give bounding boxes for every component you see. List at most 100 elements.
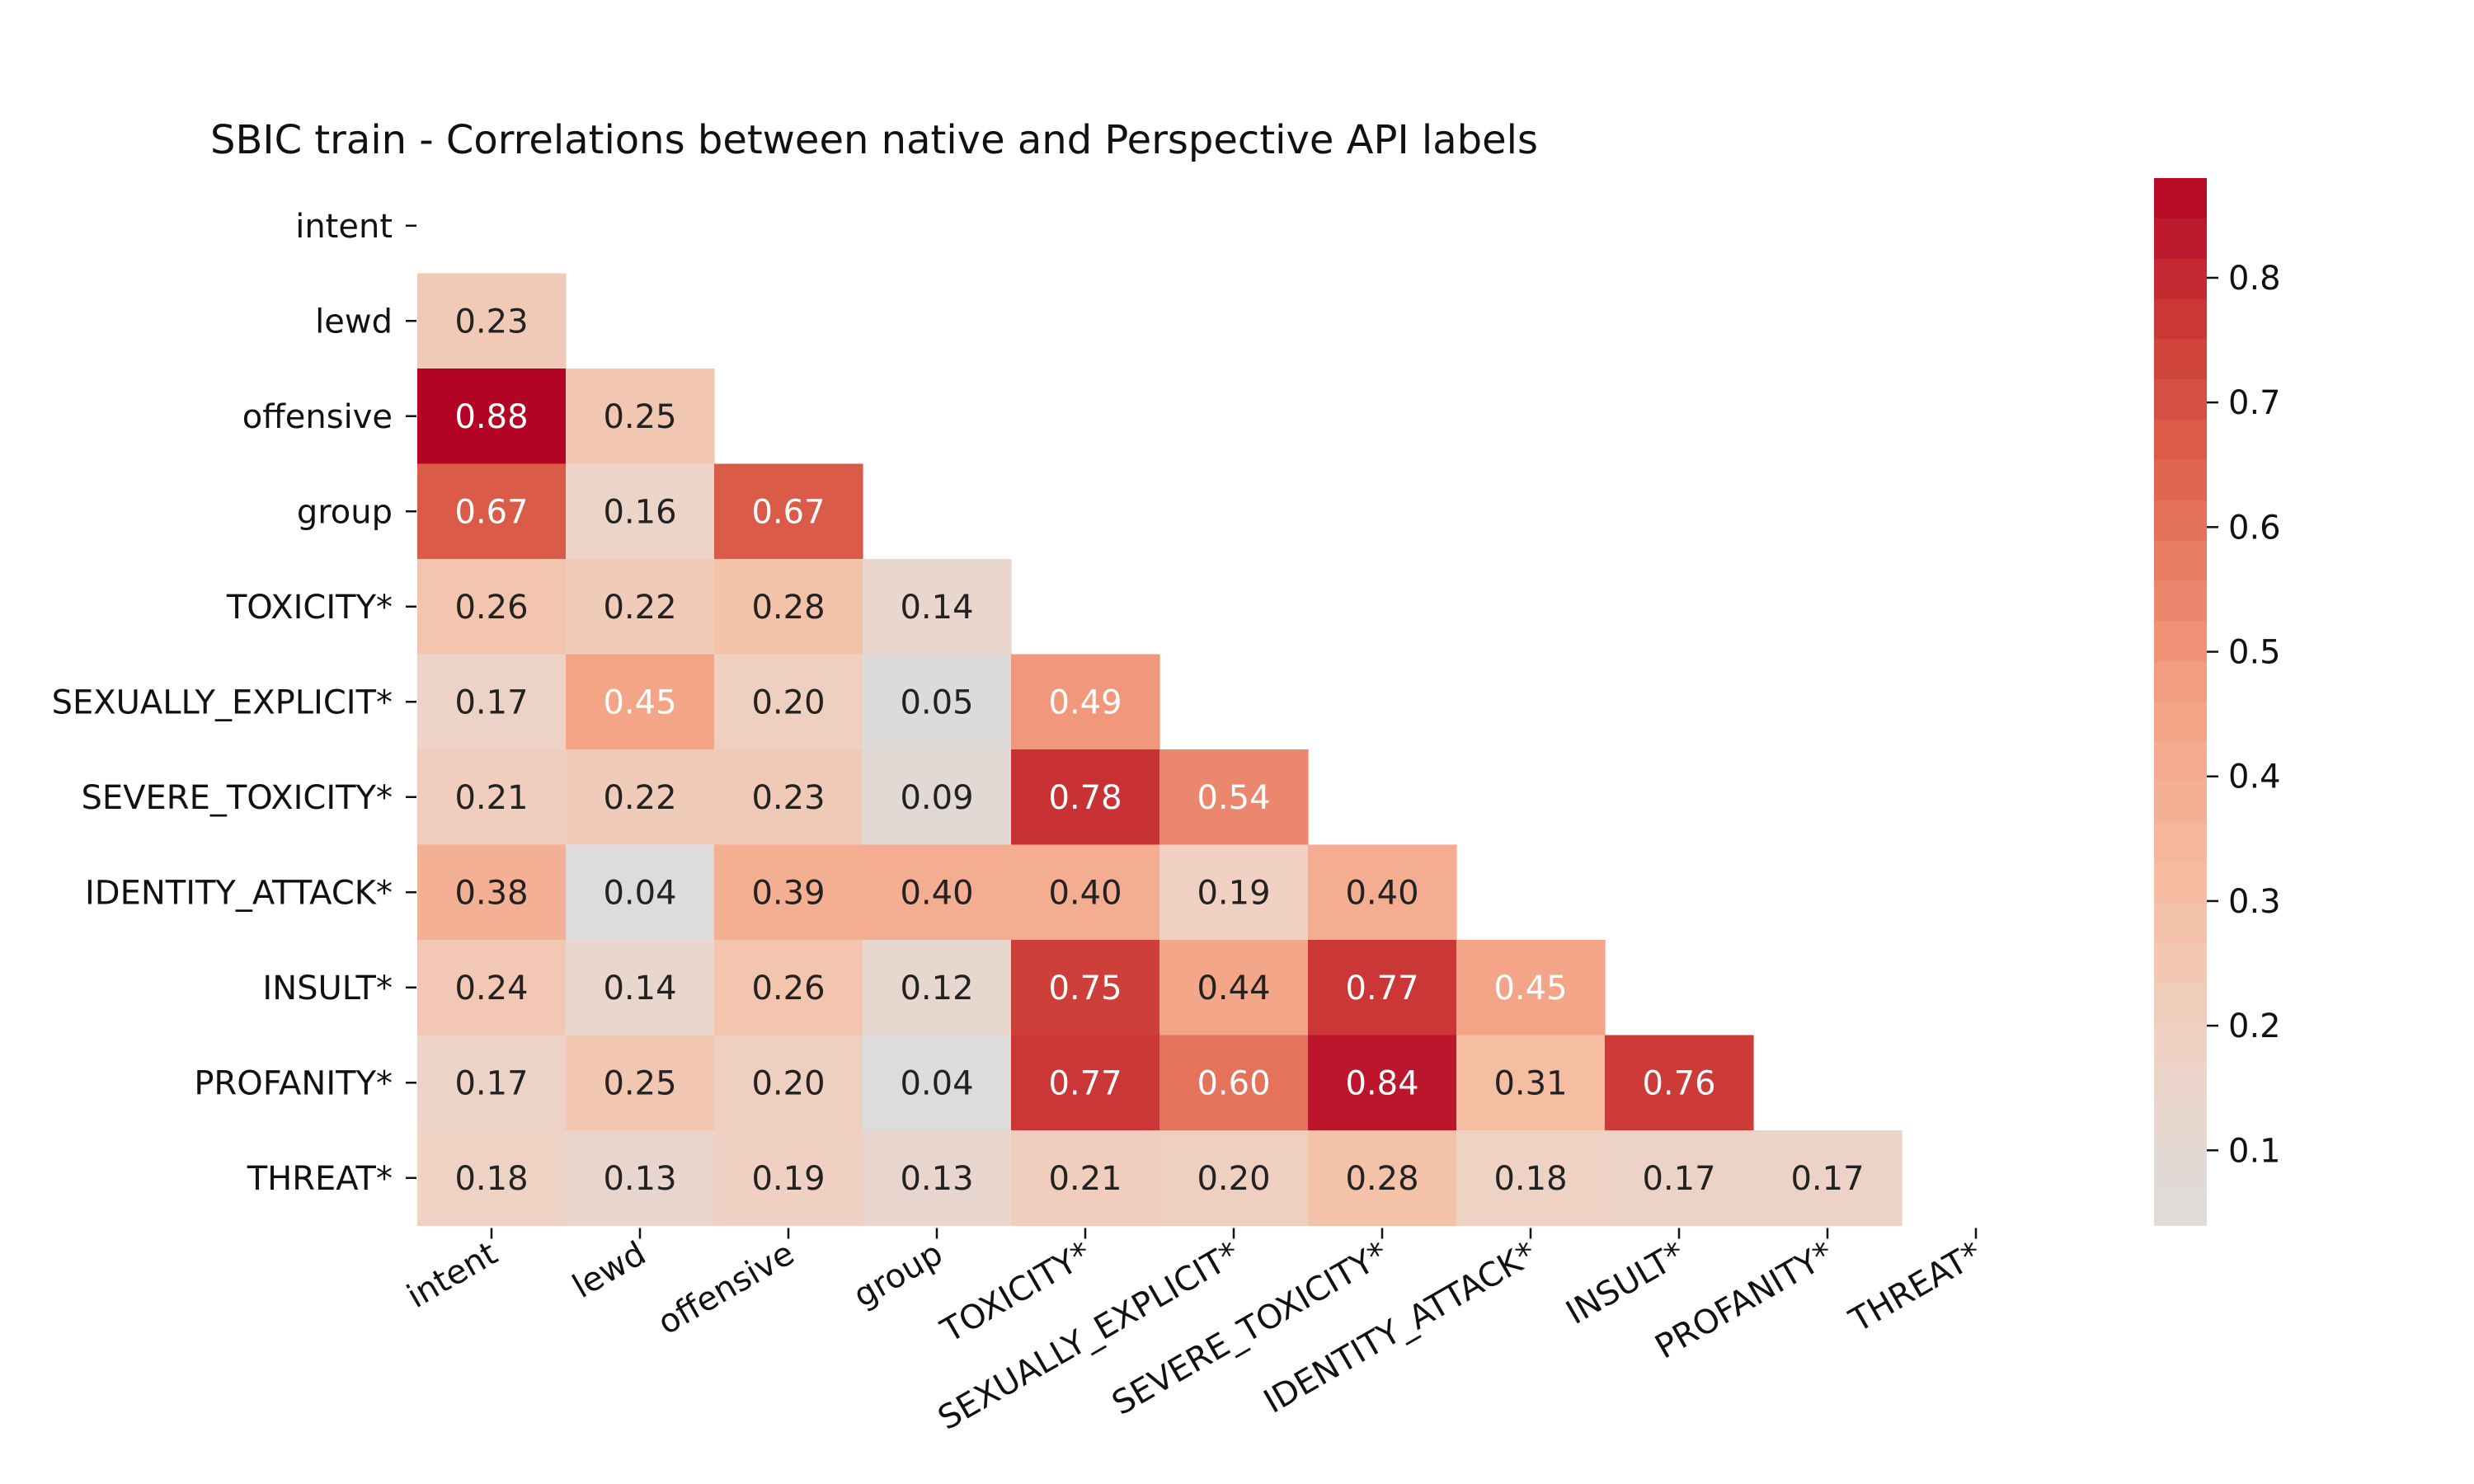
heatmap-cell-value: 0.45: [1493, 970, 1567, 1007]
heatmap-cell-identity-attack-sexually-explicit: [1159, 844, 1309, 941]
y-tick-label-profanity: PROFANITY*: [194, 1064, 393, 1102]
heatmap-cell-value: 0.23: [454, 303, 528, 340]
heatmap-cell-value: 0.26: [454, 589, 528, 627]
heatmap-cell-value: 0.25: [603, 1064, 676, 1102]
heatmap-cell-offensive-intent: [417, 369, 567, 465]
heatmap-cell-insult-group: [863, 940, 1012, 1036]
heatmap-cell-group-lewd: [566, 463, 715, 560]
heatmap-cell-value: 0.45: [603, 683, 676, 721]
heatmap-cell-toxicity-group: [863, 559, 1012, 655]
heatmap-cell-value: 0.40: [1345, 874, 1418, 912]
heatmap-cell-value: 0.14: [900, 589, 973, 627]
heatmap-cell-value: 0.78: [1048, 779, 1122, 817]
heatmap-cell-threat-group: [863, 1130, 1012, 1227]
colorbar-band: [2154, 1185, 2207, 1226]
heatmap-cell-threat-intent: [417, 1130, 567, 1227]
heatmap-cell-value: 0.13: [603, 1160, 676, 1198]
y-tick-label-sexually-explicit: SEXUALLY_EXPLICIT*: [52, 683, 393, 721]
colorbar-band: [2154, 782, 2207, 824]
heatmap-cell-value: 0.28: [751, 589, 825, 627]
heatmap-cell-severe-toxicity-group: [863, 749, 1012, 846]
heatmap-cell-value: 0.23: [751, 779, 825, 817]
heatmap-cell-value: 0.20: [1197, 1160, 1270, 1198]
colorbar-band: [2154, 621, 2207, 662]
colorbar-band: [2154, 983, 2207, 1025]
chart-title: SBIC train - Correlations between native…: [210, 117, 1538, 163]
heatmap-cell-identity-attack-group: [863, 844, 1012, 941]
heatmap-cell-threat-severe-toxicity: [1308, 1130, 1457, 1227]
heatmap-cell-profanity-toxicity: [1011, 1035, 1160, 1131]
colorbar-tick-label: 0.2: [2228, 1007, 2281, 1045]
y-tick-label-threat: THREAT*: [247, 1160, 393, 1198]
heatmap-cell-value: 0.09: [900, 779, 973, 817]
colorbar-tick-label: 0.6: [2228, 509, 2281, 547]
heatmap-cell-value: 0.76: [1642, 1064, 1715, 1102]
y-tick-label-offensive: offensive: [242, 398, 393, 436]
heatmap-cell-severe-toxicity-intent: [417, 749, 567, 846]
colorbar-band: [2154, 459, 2207, 501]
y-tick-label-insult: INSULT*: [262, 970, 393, 1007]
colorbar-band: [2154, 702, 2207, 743]
heatmap-cell-threat-offensive: [714, 1130, 863, 1227]
heatmap-cell-value: 0.75: [1048, 970, 1122, 1007]
heatmap-cell-value: 0.24: [454, 970, 528, 1007]
heatmap-cell-value: 0.17: [1790, 1160, 1864, 1198]
heatmap-cell-value: 0.49: [1048, 683, 1122, 721]
heatmap-cell-value: 0.40: [1048, 874, 1122, 912]
colorbar-band: [2154, 298, 2207, 340]
colorbar-band: [2154, 379, 2207, 420]
heatmap-cell-value: 0.40: [900, 874, 973, 912]
heatmap-cell-value: 0.20: [751, 683, 825, 721]
heatmap-cell-severe-toxicity-offensive: [714, 749, 863, 846]
heatmap-cell-value: 0.38: [454, 874, 528, 912]
heatmap-cell-value: 0.04: [603, 874, 676, 912]
colorbar-band: [2154, 500, 2207, 542]
heatmap-cell-insult-offensive: [714, 940, 863, 1036]
heatmap-cell-severe-toxicity-sexually-explicit: [1159, 749, 1309, 846]
colorbar-band: [2154, 1023, 2207, 1065]
heatmap-cell-value: 0.39: [751, 874, 825, 912]
colorbar-tick-label: 0.3: [2228, 883, 2281, 921]
heatmap-cell-value: 0.14: [603, 970, 676, 1007]
x-tick-label-threat: THREAT*: [1842, 1234, 1988, 1340]
heatmap-cell-insult-intent: [417, 940, 567, 1036]
heatmap-cell-threat-lewd: [566, 1130, 715, 1227]
heatmap-cell-insult-sexually-explicit: [1159, 940, 1309, 1036]
heatmap-cell-value: 0.18: [1493, 1160, 1567, 1198]
heatmap-cell-value: 0.17: [1642, 1160, 1715, 1198]
heatmap-cell-value: 0.28: [1345, 1160, 1418, 1198]
heatmap-cell-value: 0.77: [1048, 1064, 1122, 1102]
heatmap-cell-value: 0.21: [1048, 1160, 1122, 1198]
colorbar-band: [2154, 1064, 2207, 1106]
colorbar-band: [2154, 943, 2207, 984]
heatmap-cell-value: 0.20: [751, 1064, 825, 1102]
heatmap-cell-sexually-explicit-toxicity: [1011, 654, 1160, 750]
heatmap-cell-value: 0.26: [751, 970, 825, 1007]
heatmap-cell-value: 0.18: [454, 1160, 528, 1198]
heatmap-cell-profanity-intent: [417, 1035, 567, 1131]
heatmap-cell-value: 0.05: [900, 683, 973, 721]
heatmap-cell-profanity-severe-toxicity: [1308, 1035, 1457, 1131]
heatmap-cell-insult-identity-attack: [1456, 940, 1606, 1036]
heatmap-cell-value: 0.88: [454, 398, 528, 436]
heatmap-cell-value: 0.67: [454, 493, 528, 531]
colorbar-tick-label: 0.7: [2228, 384, 2281, 422]
heatmap-cell-value: 0.84: [1345, 1064, 1418, 1102]
heatmap-cell-severe-toxicity-toxicity: [1011, 749, 1160, 846]
heatmap-cell-profanity-offensive: [714, 1035, 863, 1131]
heatmap-cell-group-offensive: [714, 463, 863, 560]
colorbar-band: [2154, 862, 2207, 904]
heatmap-cell-value: 0.04: [900, 1064, 973, 1102]
heatmap-cell-severe-toxicity-lewd: [566, 749, 715, 846]
heatmap-cell-identity-attack-lewd: [566, 844, 715, 941]
heatmap-cell-threat-toxicity: [1011, 1130, 1160, 1227]
heatmap-cell-value: 0.22: [603, 589, 676, 627]
colorbar-band: [2154, 178, 2207, 219]
heatmap-cell-toxicity-offensive: [714, 559, 863, 655]
heatmap-cell-value: 0.12: [900, 970, 973, 1007]
heatmap-cell-value: 0.19: [1197, 874, 1270, 912]
heatmap-cell-value: 0.22: [603, 779, 676, 817]
x-tick-label-insult: INSULT*: [1560, 1234, 1691, 1332]
heatmap-cell-sexually-explicit-intent: [417, 654, 567, 750]
